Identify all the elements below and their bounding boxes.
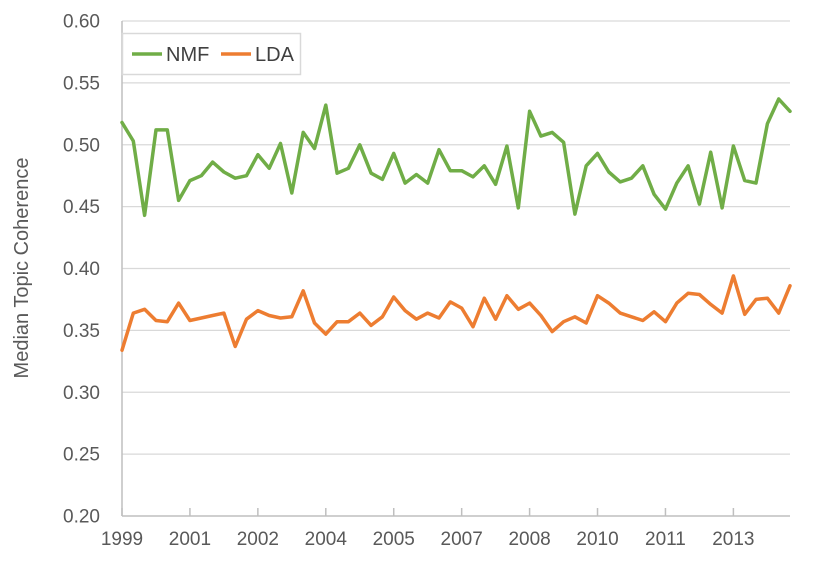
x-tick-label: 2013	[712, 529, 754, 550]
y-axis-title: Median Topic Coherence	[11, 158, 33, 379]
series-lines	[120, 97, 792, 352]
y-axis-tick-labels: 0.20 0.25 0.30 0.35 0.40 0.45 0.50 0.55 0.60	[63, 12, 100, 528]
x-tick-label: 2005	[373, 529, 415, 550]
y-tick-label: 0.55	[63, 73, 100, 94]
x-tick-label: 2010	[576, 529, 618, 550]
x-axis-tick-labels: 1999 2001 2002 2004 2005 2007 2008 2010 2011 2013	[101, 529, 755, 550]
series-line-nmf	[120, 97, 792, 218]
y-tick-label: 0.60	[63, 12, 100, 33]
y-tick-label: 0.35	[63, 321, 100, 342]
x-tick-label: 2007	[441, 529, 483, 550]
y-tick-label: 0.40	[63, 259, 100, 280]
y-tick-label: 0.45	[63, 197, 100, 218]
axes	[121, 21, 790, 517]
legend-label-nmf: NMF	[166, 44, 209, 66]
gridlines	[122, 20, 790, 455]
x-tick-label: 1999	[101, 529, 143, 550]
legend-label-lda: LDA	[255, 44, 295, 66]
y-tick-label: 0.25	[63, 445, 100, 466]
x-tick-label: 2011	[645, 529, 686, 550]
x-tick-label: 2004	[305, 529, 348, 550]
series-line-lda	[120, 274, 792, 352]
y-tick-label: 0.50	[63, 135, 100, 156]
x-tick-label: 2008	[508, 529, 550, 550]
legend: NMF LDA	[121, 32, 302, 76]
y-tick-label: 0.30	[63, 383, 100, 404]
y-tick-label: 0.20	[63, 507, 100, 528]
x-tick-label: 2002	[237, 529, 279, 550]
x-tick-label: 2001	[169, 529, 211, 550]
